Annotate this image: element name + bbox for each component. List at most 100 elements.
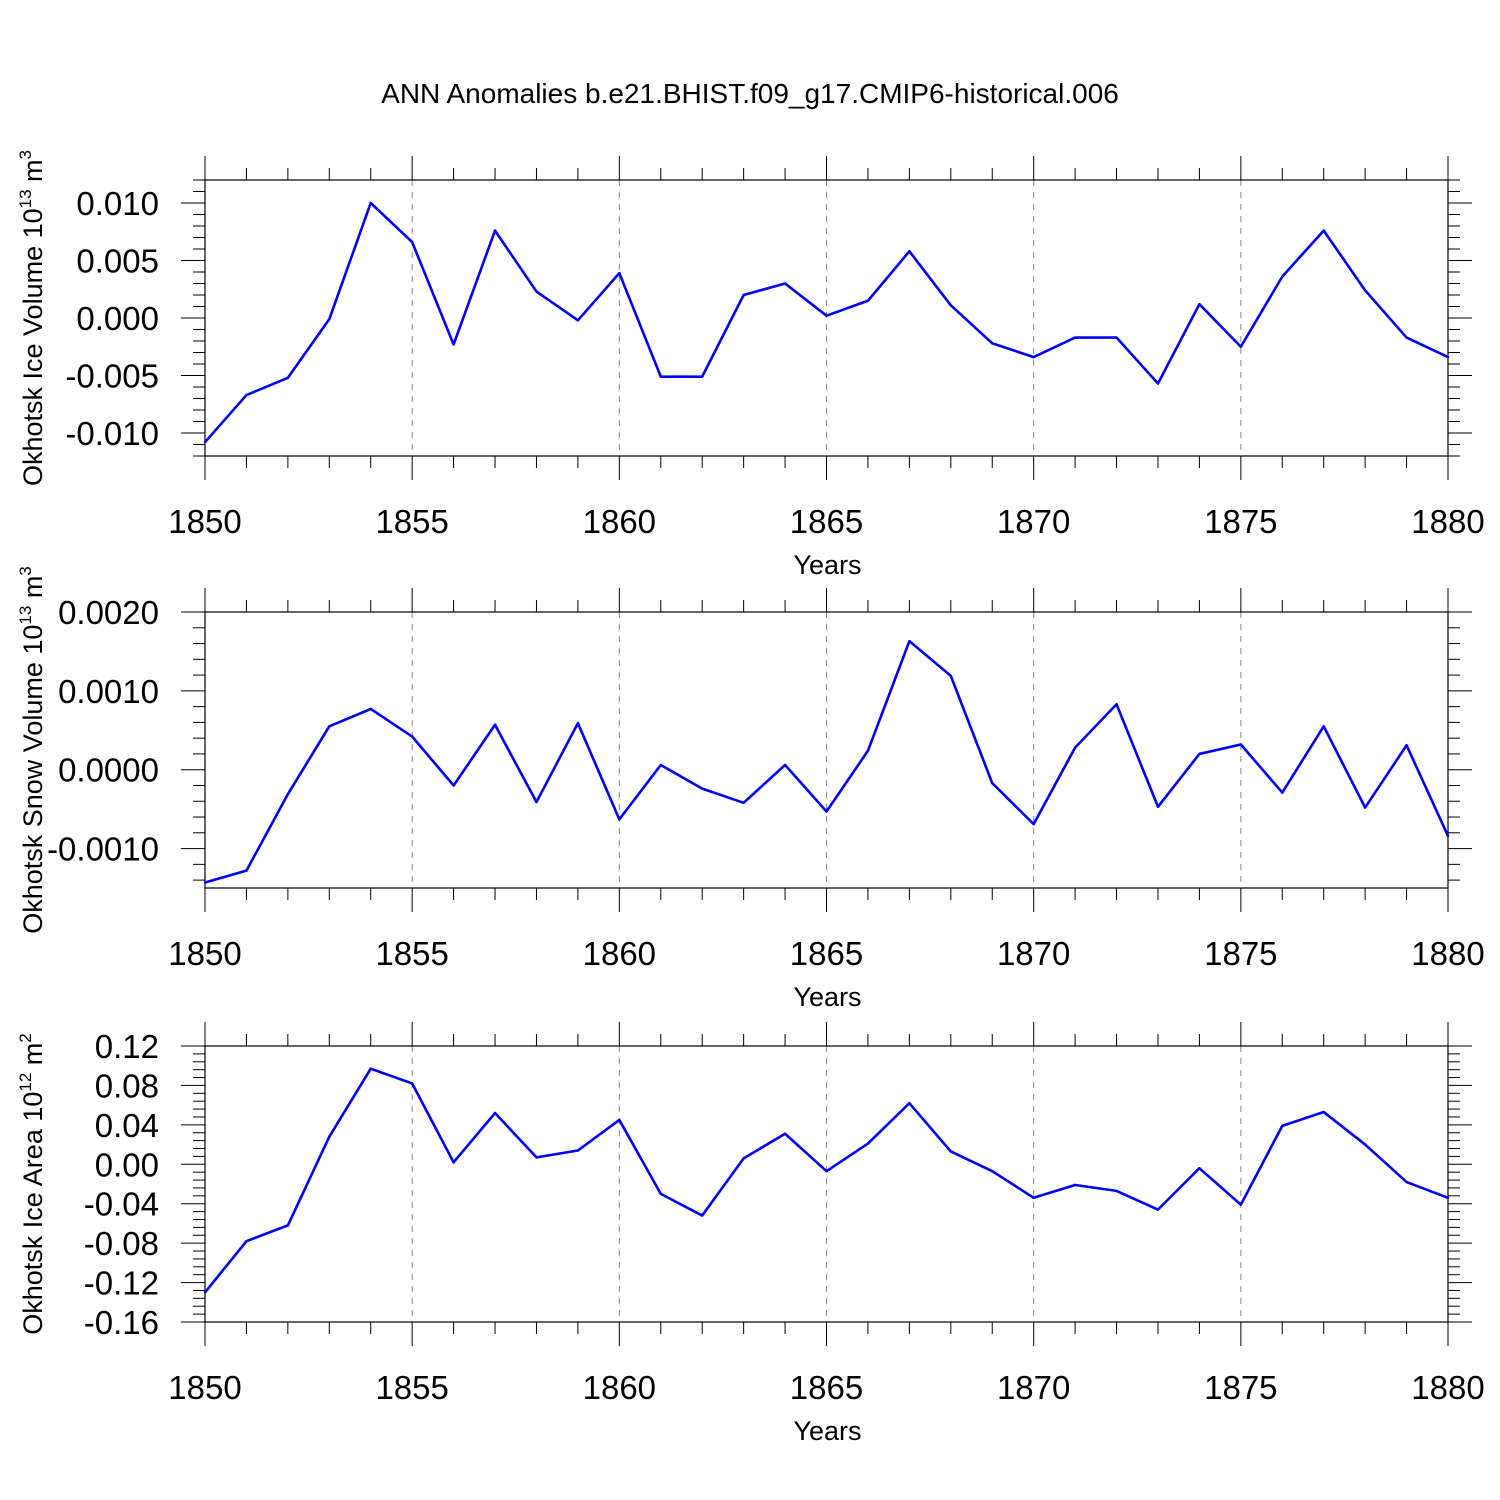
data-point bbox=[701, 787, 704, 790]
x-tick-label: 1870 bbox=[997, 1369, 1070, 1406]
data-point bbox=[1322, 229, 1325, 232]
data-point bbox=[369, 201, 372, 205]
data-point bbox=[1322, 725, 1325, 728]
data-point bbox=[701, 375, 704, 378]
data-point bbox=[1446, 1196, 1450, 1200]
data-point bbox=[245, 869, 248, 872]
y-axis-label: Okhotsk Ice Volume 1013 m3 bbox=[16, 150, 48, 486]
data-point bbox=[742, 801, 745, 805]
data-point bbox=[1239, 743, 1243, 746]
data-point bbox=[1115, 703, 1118, 706]
data-point bbox=[866, 299, 870, 302]
y-tick-label: -0.08 bbox=[84, 1225, 159, 1262]
y-tick-label: -0.12 bbox=[84, 1265, 159, 1302]
data-point bbox=[410, 1082, 414, 1085]
x-axis-label: Years bbox=[793, 1416, 861, 1446]
data-point bbox=[1032, 355, 1035, 359]
data-point bbox=[452, 784, 455, 787]
data-point bbox=[783, 763, 787, 767]
y-tick-label: 0.12 bbox=[95, 1028, 159, 1065]
data-point bbox=[783, 282, 787, 285]
data-point bbox=[369, 1067, 372, 1070]
data-point bbox=[576, 319, 580, 322]
x-axis-label: Years bbox=[793, 982, 861, 1012]
data-point bbox=[991, 1169, 994, 1173]
data-point bbox=[328, 725, 331, 728]
data-point bbox=[452, 1161, 455, 1164]
x-tick-label: 1855 bbox=[375, 1369, 448, 1406]
panel-1: 1850 1855 1860 1865 1870 1875 1880 0.010 0.005 0.… bbox=[16, 150, 1485, 580]
y-tick-label: 0.04 bbox=[95, 1107, 159, 1144]
y-tick-label: 0.005 bbox=[76, 243, 159, 280]
panel-3: 1850 1855 1860 1865 1870 1875 1880 0.120.080.04… bbox=[16, 1022, 1485, 1446]
x-tick-label: 1860 bbox=[583, 1369, 656, 1406]
data-point bbox=[1405, 1180, 1408, 1184]
data-point bbox=[1156, 805, 1160, 808]
data-point bbox=[1405, 744, 1408, 747]
data-point bbox=[1156, 382, 1160, 385]
x-tick-label: 1870 bbox=[997, 503, 1070, 540]
x-tick-label: 1880 bbox=[1411, 503, 1484, 540]
data-point bbox=[908, 639, 911, 643]
y-tick-label: 0.010 bbox=[76, 185, 159, 222]
y-tick-label: -0.16 bbox=[84, 1304, 159, 1341]
data-point bbox=[535, 1156, 538, 1159]
data-point bbox=[866, 1142, 870, 1145]
x-tick-label: 1855 bbox=[375, 503, 448, 540]
data-point bbox=[1281, 275, 1284, 278]
data-point bbox=[866, 749, 870, 752]
data-point bbox=[1156, 1208, 1160, 1211]
x-tick-label: 1865 bbox=[790, 503, 863, 540]
data-point bbox=[991, 781, 994, 785]
data-point bbox=[742, 1157, 745, 1160]
data-point bbox=[1405, 336, 1408, 339]
data-point bbox=[1446, 834, 1450, 838]
data-point bbox=[1363, 1143, 1367, 1146]
data-point bbox=[328, 1135, 331, 1138]
data-point bbox=[1446, 355, 1450, 359]
x-tick-label: 1875 bbox=[1204, 935, 1277, 972]
data-point bbox=[286, 376, 290, 379]
data-point bbox=[410, 240, 414, 244]
y-tick-label: 0.0010 bbox=[58, 673, 159, 710]
data-point bbox=[1281, 1124, 1284, 1128]
y-axis-label: Okhotsk Ice Area 1012 m2 bbox=[16, 1033, 48, 1335]
x-tick-label: 1850 bbox=[168, 1369, 241, 1406]
data-point bbox=[576, 1149, 580, 1152]
x-tick-label: 1865 bbox=[790, 935, 863, 972]
data-point bbox=[1239, 345, 1243, 348]
y-tick-label: -0.0010 bbox=[47, 831, 159, 868]
data-point bbox=[1073, 336, 1077, 339]
x-axis-label: Years bbox=[793, 550, 861, 580]
data-point bbox=[1198, 1167, 1201, 1170]
y-tick-label: 0.0020 bbox=[58, 594, 159, 631]
data-point bbox=[659, 375, 662, 378]
x-tick-label: 1875 bbox=[1204, 1369, 1277, 1406]
chart-title: ANN Anomalies b.e21.BHIST.f09_g17.CMIP6-… bbox=[381, 78, 1119, 109]
data-point bbox=[825, 1169, 828, 1173]
data-point bbox=[618, 1118, 621, 1122]
data-point bbox=[1073, 1183, 1077, 1187]
data-point bbox=[1115, 336, 1118, 339]
x-tick-label: 1855 bbox=[375, 935, 448, 972]
series-line bbox=[204, 201, 1449, 444]
data-point bbox=[783, 1132, 787, 1135]
panel-2: 1850 1855 1860 1865 1870 1875 1880 0.0020 0.0010… bbox=[16, 566, 1485, 1012]
data-point bbox=[203, 1291, 207, 1294]
data-point bbox=[410, 735, 414, 738]
data-point bbox=[286, 1224, 290, 1227]
x-tick-label: 1870 bbox=[997, 935, 1070, 972]
data-point bbox=[286, 792, 290, 796]
data-point bbox=[949, 674, 952, 678]
y-tick-label: 0.0000 bbox=[58, 752, 159, 789]
data-point bbox=[1032, 822, 1035, 826]
data-point bbox=[742, 293, 745, 297]
data-point bbox=[1363, 289, 1367, 292]
data-point bbox=[493, 723, 497, 726]
data-point bbox=[659, 763, 662, 767]
data-point bbox=[1032, 1196, 1035, 1200]
data-point bbox=[369, 707, 372, 711]
data-point bbox=[701, 1214, 704, 1217]
x-tick-label: 1880 bbox=[1411, 935, 1484, 972]
